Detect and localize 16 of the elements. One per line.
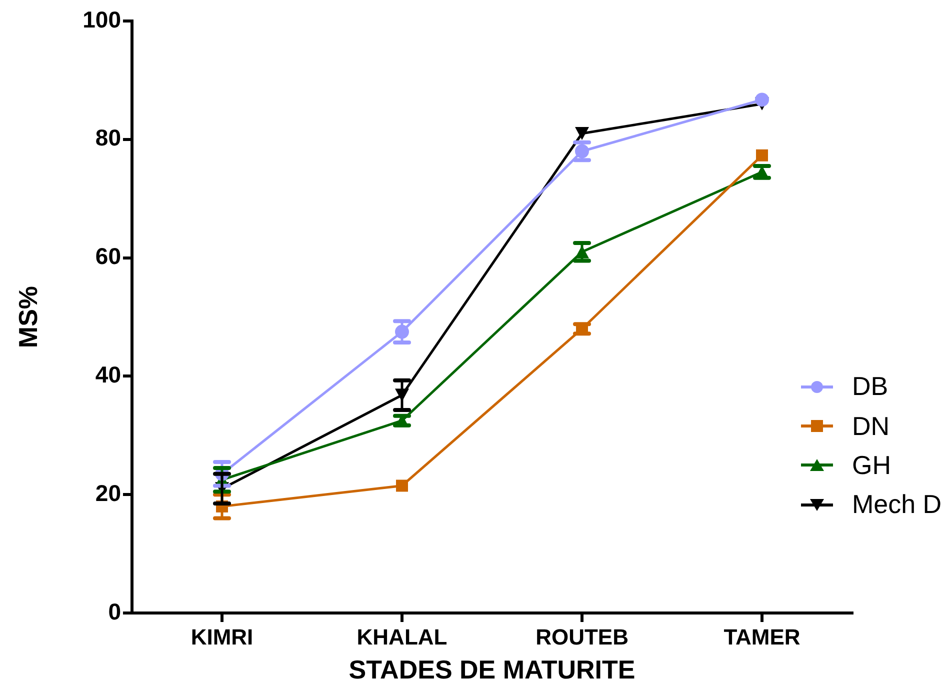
y-tick-label: 0 [108, 598, 121, 624]
legend-label: DN [852, 410, 890, 442]
y-tick-label: 20 [95, 480, 121, 506]
legend-label: Mech D [852, 489, 942, 520]
legend-label: GH [852, 450, 891, 481]
legend-label: DB [852, 371, 888, 402]
y-tick-label: 80 [95, 124, 121, 151]
x-tick-label: ROUTEB [536, 624, 628, 650]
y-tick-label: 40 [95, 362, 121, 388]
y-tick-label: 60 [95, 243, 121, 270]
x-tick-label: KHALAL [356, 624, 448, 650]
x-axis-title: STADES DE MATURITE [348, 654, 636, 685]
x-tick-label: KIMRI [190, 624, 254, 650]
y-axis-title: MS% [12, 286, 43, 348]
x-tick-label: TAMER [724, 624, 800, 650]
y-tick-label: 100 [82, 6, 121, 32]
